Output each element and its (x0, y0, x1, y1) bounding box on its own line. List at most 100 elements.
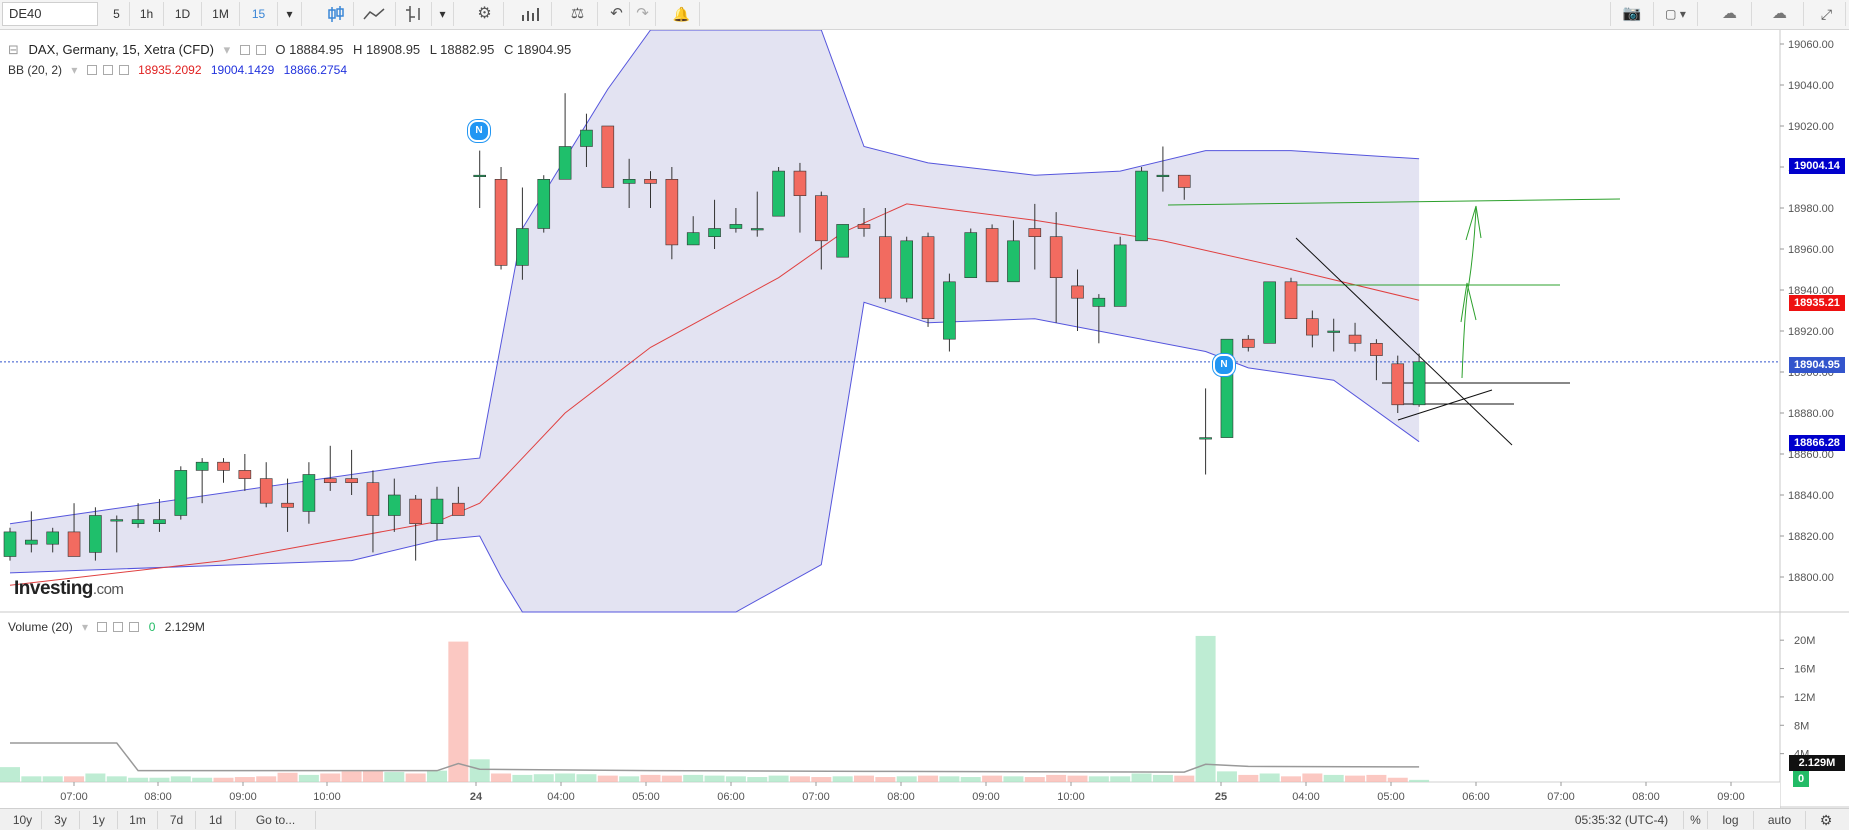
bb-hide-icon[interactable] (102, 65, 113, 75)
candle-body (1263, 281, 1276, 344)
area-chart-icon[interactable] (354, 2, 396, 26)
news-badge-icon[interactable]: N (1213, 354, 1235, 376)
candle-body (921, 236, 935, 319)
settings-gear-icon[interactable]: ⚙ (466, 2, 504, 26)
redo-icon[interactable]: ↷ (630, 2, 656, 26)
candle-type-icon[interactable] (318, 2, 354, 26)
volume-bar (1281, 776, 1301, 782)
interval-1h[interactable]: 1h (130, 2, 164, 26)
camera-icon[interactable]: 📷 (1610, 2, 1654, 26)
settings-gear-icon[interactable]: ⚙ (1819, 812, 1833, 828)
cloud-save-icon[interactable]: ☁ (1756, 2, 1804, 26)
candle-body (430, 498, 444, 525)
candle-body (772, 170, 785, 217)
candle-body (750, 228, 764, 231)
volume-legend: Volume (20) ▾ 0 2.129M (8, 620, 211, 634)
price-tick-label: 19040.00 (1788, 80, 1834, 92)
volume-bar (149, 777, 170, 782)
template-icon[interactable]: ▢ ▾ (1654, 2, 1698, 26)
candle-body (217, 461, 230, 471)
candle-body (814, 195, 828, 242)
candle-body (1156, 174, 1170, 177)
range-10y[interactable]: 10y (4, 811, 42, 829)
candle-body (494, 179, 508, 266)
candle-body (1049, 236, 1063, 278)
bb-remove-icon[interactable] (118, 65, 129, 75)
time-tick-label: 05:00 (1377, 791, 1405, 803)
scale-balance-icon[interactable]: ⚖ (558, 2, 598, 26)
volume-label: Volume (20) (8, 620, 73, 634)
volume-bar (106, 776, 127, 782)
news-badge-icon[interactable]: N (468, 120, 490, 142)
volume-settings-icon[interactable] (97, 622, 108, 632)
volume-bar (234, 777, 255, 782)
candle-body (1412, 361, 1426, 406)
time-tick-label: 07:00 (1547, 791, 1575, 803)
volume-bar (405, 773, 426, 782)
volume-bar (0, 767, 20, 782)
volume-bar (896, 776, 917, 782)
volume-bar (789, 776, 810, 782)
volume-bar (960, 777, 981, 782)
log-toggle[interactable]: log (1708, 811, 1754, 829)
candle-body (387, 494, 401, 516)
interval-dropdown-icon[interactable]: ▾ (278, 2, 302, 26)
volume-bar (1409, 779, 1430, 782)
volume-remove-icon[interactable] (129, 622, 140, 632)
volume-hide-icon[interactable] (113, 622, 124, 632)
candle-body (46, 531, 60, 545)
legend-dropdown-icon[interactable]: ▾ (223, 42, 231, 57)
legend-settings-icon[interactable] (239, 45, 250, 55)
auto-toggle[interactable]: auto (1754, 811, 1806, 829)
range-1m[interactable]: 1m (118, 811, 158, 829)
candle-body (580, 129, 593, 147)
price-tick-label: 18920.00 (1788, 326, 1834, 338)
legend-hide-icon[interactable] (255, 45, 266, 55)
undo-icon[interactable]: ↶ (604, 2, 630, 26)
volume-tick-label: 12M (1794, 692, 1815, 704)
chart-canvas[interactable]: 19060.0019040.0019020.0019000.0018980.00… (0, 30, 1849, 808)
candle-body (1391, 363, 1405, 406)
trend-line (1295, 237, 1513, 446)
price-label-badge: 18935.21 (1789, 295, 1845, 311)
candle-body (366, 482, 380, 516)
legend-collapse-icon[interactable]: ⊟ (8, 42, 19, 57)
volume-bar (341, 771, 362, 782)
volume-bar (1238, 774, 1259, 782)
volume-bar (1088, 776, 1109, 782)
time-tick-label: 06:00 (717, 791, 745, 803)
percent-toggle[interactable]: % (1684, 811, 1708, 829)
bb-settings-icon[interactable] (86, 65, 97, 75)
ohlc-open: O 18884.95 (275, 42, 344, 57)
candle-body (964, 232, 978, 279)
range-1d[interactable]: 1d (196, 811, 236, 829)
candle-body (67, 531, 81, 557)
indicators-dropdown-icon[interactable]: ▾ (432, 2, 454, 26)
range-3y[interactable]: 3y (42, 811, 80, 829)
volume-dropdown-icon[interactable]: ▾ (82, 620, 89, 634)
interval-15[interactable]: 15 (240, 2, 278, 26)
cloud-load-icon[interactable]: ☁ (1708, 2, 1752, 26)
volume-bar (1152, 774, 1173, 782)
indicators-icon[interactable] (396, 2, 432, 26)
interval-1m[interactable]: 1M (202, 2, 240, 26)
interval-1d[interactable]: 1D (164, 2, 202, 26)
arrow-head (1460, 282, 1477, 323)
range-1y[interactable]: 1y (80, 811, 118, 829)
alert-bell-icon[interactable]: 🔔 (664, 2, 700, 26)
bb-mid-value: 18935.2092 (138, 63, 202, 77)
time-tick-label: 04:00 (1292, 791, 1320, 803)
candle-body (1199, 437, 1212, 440)
volume-label-badge: 0 (1793, 771, 1809, 787)
bb-dropdown-icon[interactable]: ▾ (71, 63, 78, 77)
interval-5[interactable]: 5 (104, 2, 130, 26)
symbol-input[interactable]: DE40 (2, 2, 98, 26)
volume-bar (1067, 775, 1088, 782)
fullscreen-icon[interactable]: ⤢ (1808, 2, 1846, 26)
price-tick-label: 19060.00 (1788, 39, 1834, 51)
compare-bars-icon[interactable] (510, 2, 552, 26)
range-7d[interactable]: 7d (158, 811, 196, 829)
candle-body (25, 539, 38, 545)
goto-date-button[interactable]: Go to... (236, 811, 316, 829)
volume-bar (875, 777, 896, 782)
